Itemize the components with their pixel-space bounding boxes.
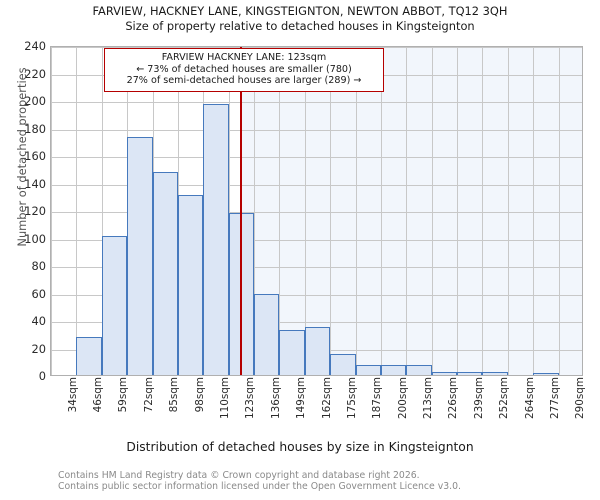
gridline-vertical: [51, 47, 52, 375]
annotation-line-title: FARVIEW HACKNEY LANE: 123sqm: [161, 52, 327, 63]
gridline-horizontal: [51, 239, 582, 241]
y-axis-tick-label: 240: [24, 39, 46, 53]
gridline-vertical: [76, 47, 78, 375]
bar: [380, 365, 407, 375]
y-axis-tick-label: 40: [31, 314, 47, 328]
gridline-vertical: [101, 47, 103, 375]
gridline-horizontal: [51, 47, 582, 48]
x-axis-tick-label: 46sqm: [92, 377, 105, 413]
gridline-vertical: [406, 47, 408, 375]
page-title: FARVIEW, HACKNEY LANE, KINGSTEIGNTON, NE…: [92, 4, 508, 18]
gridline-vertical: [533, 47, 535, 375]
bar: [431, 372, 458, 375]
bar: [127, 137, 153, 375]
bar: [304, 326, 331, 375]
chart-subtitle: Size of property relative to detached ho…: [125, 19, 475, 33]
footer-line-1: Contains HM Land Registry data © Crown c…: [58, 470, 420, 481]
gridline-vertical: [355, 47, 357, 375]
annotation-box: FARVIEW HACKNEY LANE: 123sqm ← 73% of de…: [104, 48, 384, 92]
x-axis-tick-label: 252sqm: [498, 377, 511, 419]
x-axis-tick-label: 264sqm: [523, 377, 536, 419]
x-axis-tick-label: 162sqm: [320, 377, 333, 419]
y-axis-tick-label: 60: [31, 286, 47, 301]
x-axis-tick-label: 290sqm: [574, 377, 587, 419]
x-axis-tick-label: 123sqm: [244, 377, 257, 419]
x-axis-tick-label: 239sqm: [472, 377, 485, 419]
x-axis-ticks: 34sqm 46sqm 59sqm 72sqm 85sqm 98sqm 110sqm 123s…: [50, 377, 587, 433]
x-axis-tick-label: 226sqm: [447, 377, 460, 419]
gridline-vertical: [254, 47, 256, 375]
y-axis-tick-label: 20: [31, 341, 47, 356]
gridline-horizontal: [51, 267, 582, 268]
x-axis-tick-label: 136sqm: [269, 377, 282, 419]
bar: [406, 365, 432, 375]
annotation-line-smaller: ← 73% of detached houses are smaller (78…: [136, 63, 352, 75]
bar: [152, 171, 178, 375]
gridline-horizontal: [51, 322, 582, 323]
gridline-vertical: [431, 47, 433, 375]
x-axis-tick-label: 277sqm: [548, 377, 561, 419]
bar: [279, 329, 305, 375]
gridline-vertical: [457, 47, 459, 375]
bar: [203, 104, 229, 375]
y-axis-tick-label: 220: [24, 66, 46, 81]
gridline-vertical: [304, 47, 306, 375]
gridline-vertical: [228, 47, 230, 375]
plot-area: [50, 46, 583, 376]
footer: Contains HM Land Registry data © Crown c…: [58, 470, 578, 492]
bar: [101, 236, 128, 375]
annotation-line-larger: 27% of semi-detached houses are larger (…: [126, 75, 362, 86]
gridline-horizontal: [51, 157, 582, 158]
y-axis-tick-label: 80: [31, 259, 47, 273]
bar: [76, 336, 102, 375]
x-axis-tick-label: 85sqm: [168, 377, 181, 413]
x-axis-tick-label: 98sqm: [193, 377, 206, 413]
x-axis-tick-label: 110sqm: [218, 377, 231, 419]
y-axis-tick-label: 180: [24, 121, 46, 136]
bar: [482, 372, 508, 375]
y-axis-tick-label: 140: [24, 176, 46, 191]
x-axis-tick-label: 59sqm: [117, 377, 130, 413]
gridline-vertical: [482, 47, 484, 375]
bar: [177, 194, 204, 375]
gridline-horizontal: [51, 212, 582, 213]
gridline-vertical: [380, 47, 382, 375]
gridline-vertical: [279, 47, 281, 375]
bar: [355, 365, 381, 375]
y-axis-tick-label: 0: [38, 369, 46, 383]
bar: [330, 354, 356, 375]
x-axis-tick-label: 200sqm: [396, 377, 409, 419]
x-axis-tick-label: 34sqm: [66, 377, 79, 413]
y-axis-tick-label: 160: [24, 149, 46, 163]
chart-title-block: FARVIEW, HACKNEY LANE, KINGSTEIGNTON, NE…: [0, 4, 600, 34]
gridline-vertical: [558, 47, 560, 375]
bar: [254, 293, 280, 375]
gridline-horizontal: [51, 129, 582, 131]
gridline-vertical: [330, 47, 332, 375]
footer-line-2: Contains public sector information licen…: [58, 481, 461, 492]
gridline-horizontal: [51, 294, 582, 296]
x-axis-tick-label: 175sqm: [345, 377, 358, 419]
y-axis-tick-label: 100: [24, 231, 46, 246]
y-axis-ticks: 0 20 40 60 80 100 120 140 160 180 200 220 240: [0, 40, 47, 382]
bar: [457, 372, 483, 375]
property-marker-line: [240, 47, 243, 375]
shaded-region: [241, 47, 582, 375]
gridline-horizontal: [51, 184, 582, 186]
x-axis-tick-label: 187sqm: [371, 377, 384, 419]
x-axis-tick-label: 149sqm: [295, 377, 308, 419]
gridline-horizontal: [51, 102, 582, 103]
x-axis-tick-label: 72sqm: [142, 377, 155, 413]
y-axis-tick-label: 200: [24, 94, 46, 108]
y-axis-label: Number of detached properties: [15, 67, 29, 247]
gridline-vertical: [507, 47, 509, 375]
x-axis-tick-label: 213sqm: [422, 377, 435, 419]
y-axis-tick-label: 120: [24, 204, 46, 218]
x-axis-label: Distribution of detached houses by size …: [126, 440, 474, 454]
bar: [533, 373, 559, 375]
